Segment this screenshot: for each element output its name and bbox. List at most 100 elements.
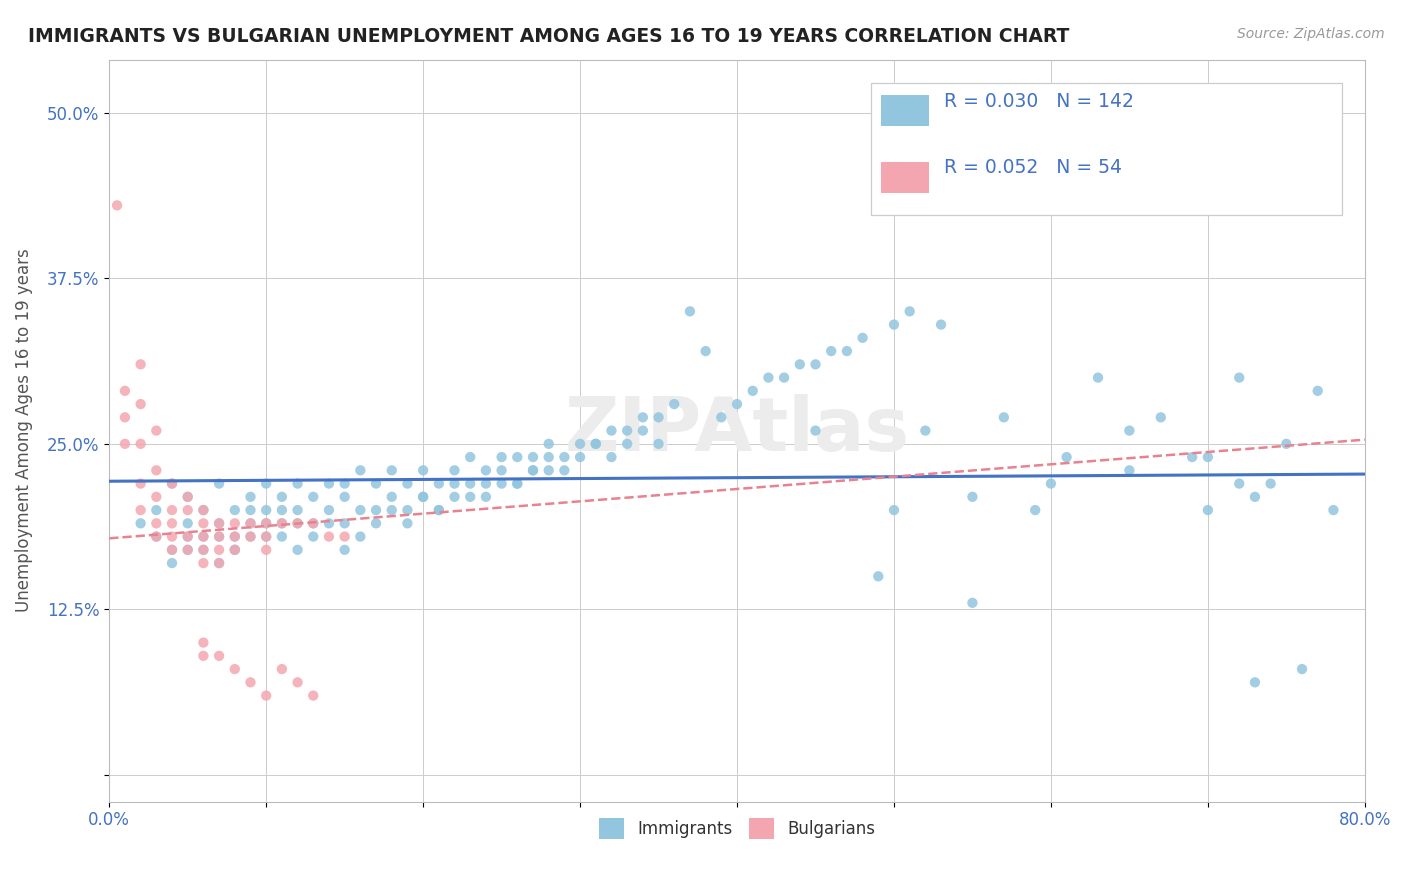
Point: [224, 542, 246, 557]
Point: [129, 516, 152, 531]
Point: [491, 450, 513, 464]
Point: [569, 450, 592, 464]
Point: [741, 384, 763, 398]
Point: [585, 437, 607, 451]
Point: [914, 424, 936, 438]
Point: [789, 357, 811, 371]
Point: [239, 516, 262, 531]
Point: [114, 384, 136, 398]
Point: [208, 516, 231, 531]
Point: [224, 662, 246, 676]
Point: [412, 490, 434, 504]
Point: [1039, 476, 1062, 491]
Point: [114, 410, 136, 425]
Point: [302, 530, 325, 544]
Point: [1244, 675, 1267, 690]
Point: [1244, 490, 1267, 504]
Text: Source: ZipAtlas.com: Source: ZipAtlas.com: [1237, 27, 1385, 41]
Point: [193, 556, 215, 570]
Bar: [882, 162, 929, 194]
Point: [883, 318, 905, 332]
Point: [1118, 424, 1140, 438]
Point: [193, 542, 215, 557]
Point: [239, 530, 262, 544]
Point: [302, 490, 325, 504]
Point: [208, 516, 231, 531]
Point: [695, 344, 717, 359]
Text: IMMIGRANTS VS BULGARIAN UNEMPLOYMENT AMONG AGES 16 TO 19 YEARS CORRELATION CHART: IMMIGRANTS VS BULGARIAN UNEMPLOYMENT AMO…: [28, 27, 1070, 45]
Point: [208, 530, 231, 544]
Point: [1197, 503, 1219, 517]
Point: [458, 476, 481, 491]
Point: [105, 198, 128, 212]
Point: [427, 503, 450, 517]
Point: [443, 490, 465, 504]
Point: [208, 648, 231, 663]
Point: [458, 450, 481, 464]
Text: ZIPAtlas: ZIPAtlas: [564, 394, 910, 467]
Point: [270, 490, 292, 504]
Point: [239, 516, 262, 531]
Point: [381, 463, 404, 477]
Point: [193, 542, 215, 557]
Point: [804, 424, 827, 438]
Point: [208, 476, 231, 491]
Point: [177, 490, 200, 504]
Point: [647, 410, 669, 425]
Point: [224, 516, 246, 531]
Point: [145, 530, 167, 544]
Point: [1275, 437, 1298, 451]
Point: [302, 516, 325, 531]
Point: [208, 530, 231, 544]
Bar: [882, 95, 929, 127]
Point: [1150, 410, 1173, 425]
Point: [177, 490, 200, 504]
Point: [883, 503, 905, 517]
Point: [193, 516, 215, 531]
Point: [177, 542, 200, 557]
Point: [1181, 450, 1204, 464]
Point: [177, 530, 200, 544]
Point: [1087, 370, 1109, 384]
Point: [254, 530, 277, 544]
Point: [177, 503, 200, 517]
Point: [193, 503, 215, 517]
Point: [160, 476, 183, 491]
Point: [600, 450, 623, 464]
Point: [239, 675, 262, 690]
Point: [287, 476, 309, 491]
Point: [129, 476, 152, 491]
Point: [193, 530, 215, 544]
Point: [287, 542, 309, 557]
Point: [1024, 503, 1046, 517]
Point: [224, 530, 246, 544]
Point: [349, 463, 371, 477]
Point: [364, 476, 387, 491]
Point: [537, 437, 560, 451]
Point: [506, 476, 529, 491]
Point: [852, 331, 875, 345]
Point: [647, 437, 669, 451]
Point: [396, 503, 419, 517]
Point: [616, 437, 638, 451]
Point: [631, 410, 654, 425]
Point: [333, 542, 356, 557]
Point: [929, 318, 952, 332]
Point: [569, 437, 592, 451]
Point: [129, 437, 152, 451]
Point: [270, 516, 292, 531]
Point: [177, 542, 200, 557]
Point: [868, 569, 890, 583]
Point: [491, 463, 513, 477]
Point: [475, 476, 498, 491]
Point: [145, 424, 167, 438]
Point: [160, 476, 183, 491]
Point: [145, 530, 167, 544]
Point: [412, 490, 434, 504]
Point: [287, 503, 309, 517]
Point: [553, 463, 575, 477]
Point: [522, 463, 544, 477]
Y-axis label: Unemployment Among Ages 16 to 19 years: Unemployment Among Ages 16 to 19 years: [15, 249, 32, 613]
Point: [491, 476, 513, 491]
Point: [208, 556, 231, 570]
